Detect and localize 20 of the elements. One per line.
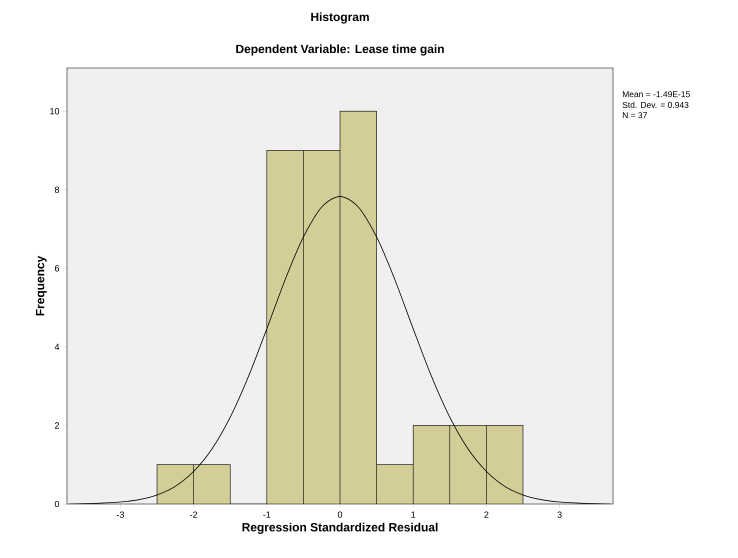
y-tick-label: 0 (54, 500, 60, 508)
x-tick-label: -1 (263, 512, 270, 518)
y-axis-title: Frequency (36, 256, 47, 316)
x-tick-label: 0 (338, 512, 342, 518)
x-tick-label: -3 (116, 512, 124, 518)
y-tick-label: 8 (54, 186, 60, 193)
x-tick-label: 2 (484, 512, 488, 518)
chart-subtitle: Dependent Variable: Lease time gain (236, 44, 444, 56)
text: Mean = -1.49E-15 (622, 91, 690, 98)
text: Std. Dev. = 0.943 (622, 102, 688, 108)
x-tick-label: 3 (557, 512, 562, 518)
y-tick-label: 10 (50, 108, 60, 114)
x-tick-label: 1 (411, 512, 416, 518)
chart-title: Histogram (311, 12, 369, 24)
y-tick-label: 6 (54, 265, 60, 272)
x-axis-title: Regression Standardized Residual (242, 522, 438, 534)
text: N = 37 (622, 112, 647, 118)
x-tick-label: -2 (190, 512, 198, 518)
y-tick-label: 2 (54, 422, 60, 429)
y-tick-label: 4 (54, 344, 60, 350)
